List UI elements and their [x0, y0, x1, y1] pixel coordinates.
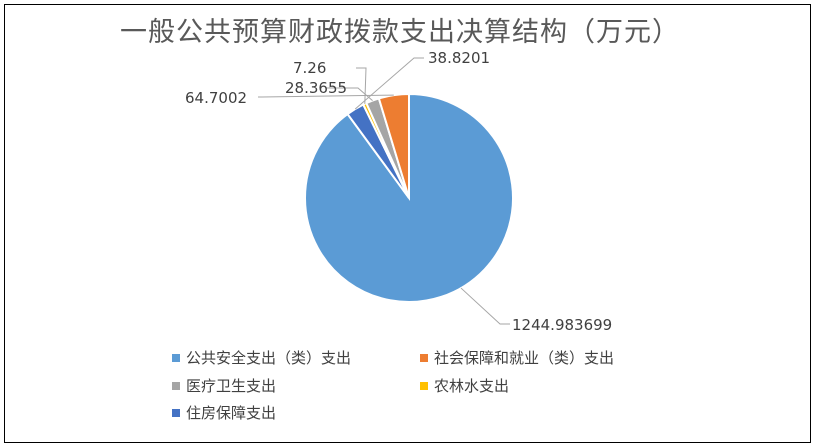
- legend-swatch: [172, 353, 180, 362]
- legend-swatch: [172, 408, 180, 417]
- data-label: 38.8201: [428, 49, 490, 67]
- legend-item-health: 医疗卫生支出: [172, 376, 276, 396]
- chart-title: 一般公共预算财政拨款支出决算结构（万元）: [120, 17, 680, 48]
- legend-label: 农林水支出: [434, 377, 510, 395]
- data-label: 1244.983699: [512, 316, 612, 334]
- legend-item-housing: 住房保障支出: [172, 403, 276, 423]
- legend-item-public-safety: 公共安全支出（类）支出: [172, 348, 351, 368]
- leader-line: [460, 287, 510, 325]
- legend-item-social-security: 社会保障和就业（类）支出: [420, 348, 614, 368]
- legend-swatch: [420, 381, 428, 390]
- legend-label: 医疗卫生支出: [186, 377, 277, 395]
- leader-line: [356, 67, 367, 104]
- legend-label: 住房保障支出: [186, 404, 277, 422]
- leader-line: [354, 57, 424, 110]
- legend-label: 社会保障和就业（类）支出: [434, 349, 615, 367]
- data-label: 7.26: [293, 59, 326, 77]
- leader-line: [258, 94, 394, 98]
- legend-label: 公共安全支出（类）支出: [186, 349, 352, 367]
- legend-swatch: [420, 353, 428, 362]
- leader-line: [326, 87, 373, 101]
- data-label: 28.3655: [285, 79, 347, 97]
- legend-item-agriculture: 农林水支出: [420, 376, 509, 396]
- data-label: 64.7002: [185, 89, 247, 107]
- legend-swatch: [172, 381, 180, 390]
